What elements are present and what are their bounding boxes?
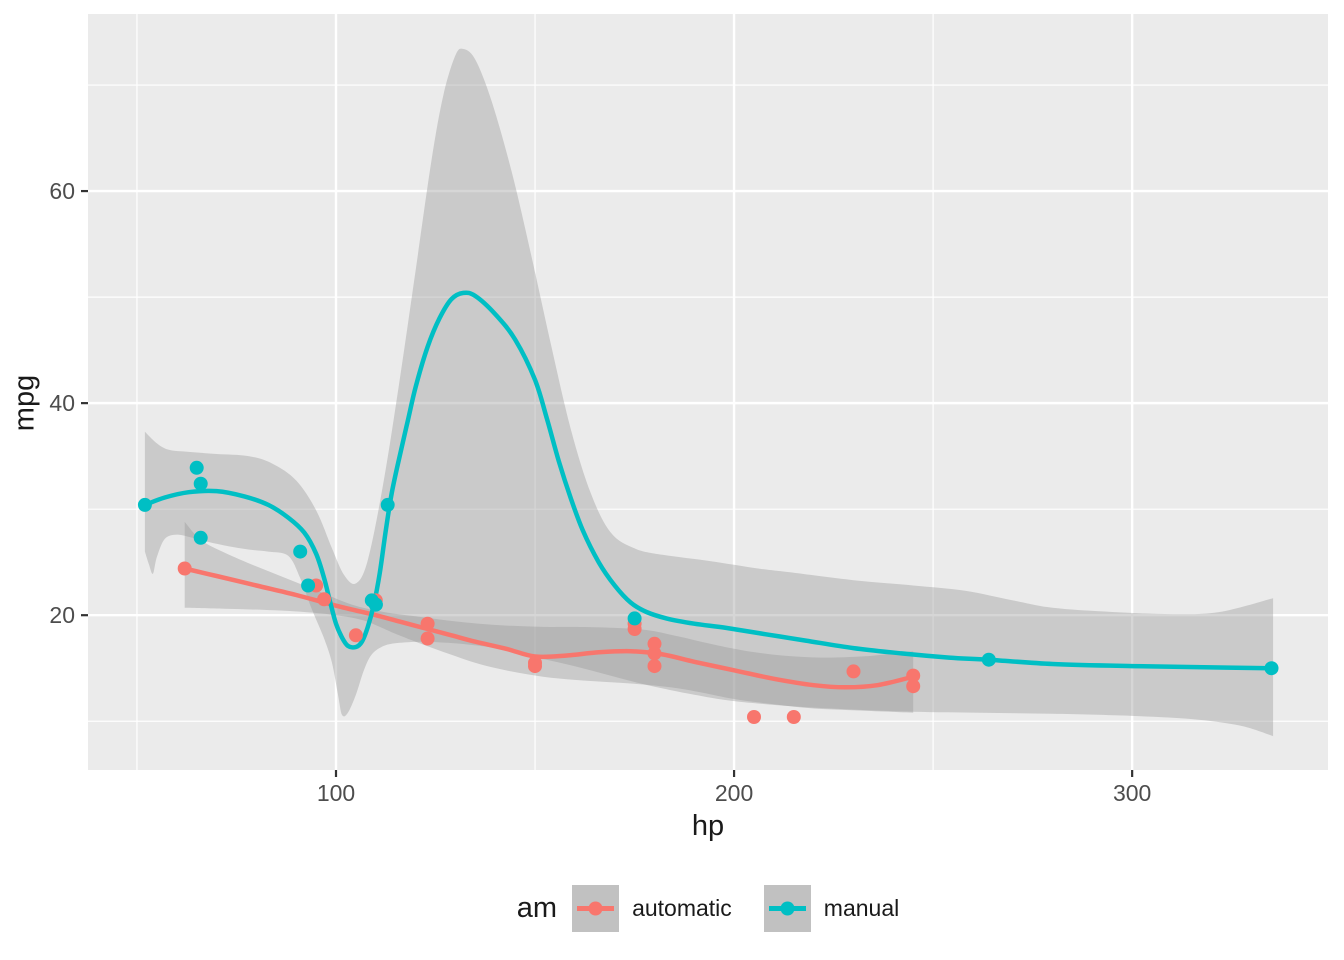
y-axis-title: mpg xyxy=(8,374,41,432)
x-tick-label: 200 xyxy=(715,780,753,806)
x-tick-label: 100 xyxy=(317,780,355,806)
data-point xyxy=(293,544,308,559)
legend: am automatic manual xyxy=(88,881,1328,935)
points-automatic xyxy=(177,561,921,724)
data-point xyxy=(364,593,379,608)
legend-item-manual: manual xyxy=(763,884,900,932)
legend-item-automatic: automatic xyxy=(572,884,732,932)
data-point xyxy=(747,710,761,724)
data-point xyxy=(301,578,316,593)
x-tick-label: 300 xyxy=(1113,780,1151,806)
data-point xyxy=(647,659,662,674)
grid-minor xyxy=(88,14,1328,770)
legend-title: am xyxy=(516,891,558,924)
legend-label-automatic: automatic xyxy=(632,894,732,921)
points-manual xyxy=(137,460,1279,676)
x-axis-title: hp xyxy=(691,810,725,842)
data-point xyxy=(380,497,395,512)
legend-point-icon xyxy=(588,901,603,915)
data-point xyxy=(348,628,363,643)
legend-key-automatic xyxy=(572,884,620,932)
legend-label-manual: manual xyxy=(823,894,900,921)
legend-key-manual xyxy=(763,884,811,932)
smooth-line-manual xyxy=(142,290,1274,671)
data-point xyxy=(420,616,435,631)
data-point xyxy=(193,476,208,491)
data-point xyxy=(906,679,921,694)
axis-tick-labels: 100 200 300 20 40 60 xyxy=(49,178,1151,806)
data-point xyxy=(1264,661,1279,676)
data-point xyxy=(846,664,861,679)
data-point xyxy=(193,530,208,545)
y-tick-label: 60 xyxy=(49,178,75,204)
confidence-ribbon-manual xyxy=(144,48,1274,737)
data-point xyxy=(189,460,204,475)
panel-background xyxy=(88,14,1328,770)
data-point xyxy=(528,659,542,674)
data-point xyxy=(981,652,996,667)
data-point xyxy=(177,561,192,576)
legend-point-icon xyxy=(780,901,795,915)
axis-ticks xyxy=(81,189,1134,777)
data-point xyxy=(906,668,921,683)
y-tick-label: 40 xyxy=(49,390,75,416)
data-point xyxy=(647,636,662,651)
confidence-ribbon-automatic xyxy=(184,521,914,713)
y-tick-label: 20 xyxy=(49,602,75,628)
data-point xyxy=(786,710,801,724)
grid-major xyxy=(88,14,1328,770)
data-point xyxy=(137,497,152,512)
data-point xyxy=(420,631,435,646)
data-point xyxy=(627,611,642,626)
data-point xyxy=(647,646,662,661)
data-point xyxy=(317,592,332,607)
